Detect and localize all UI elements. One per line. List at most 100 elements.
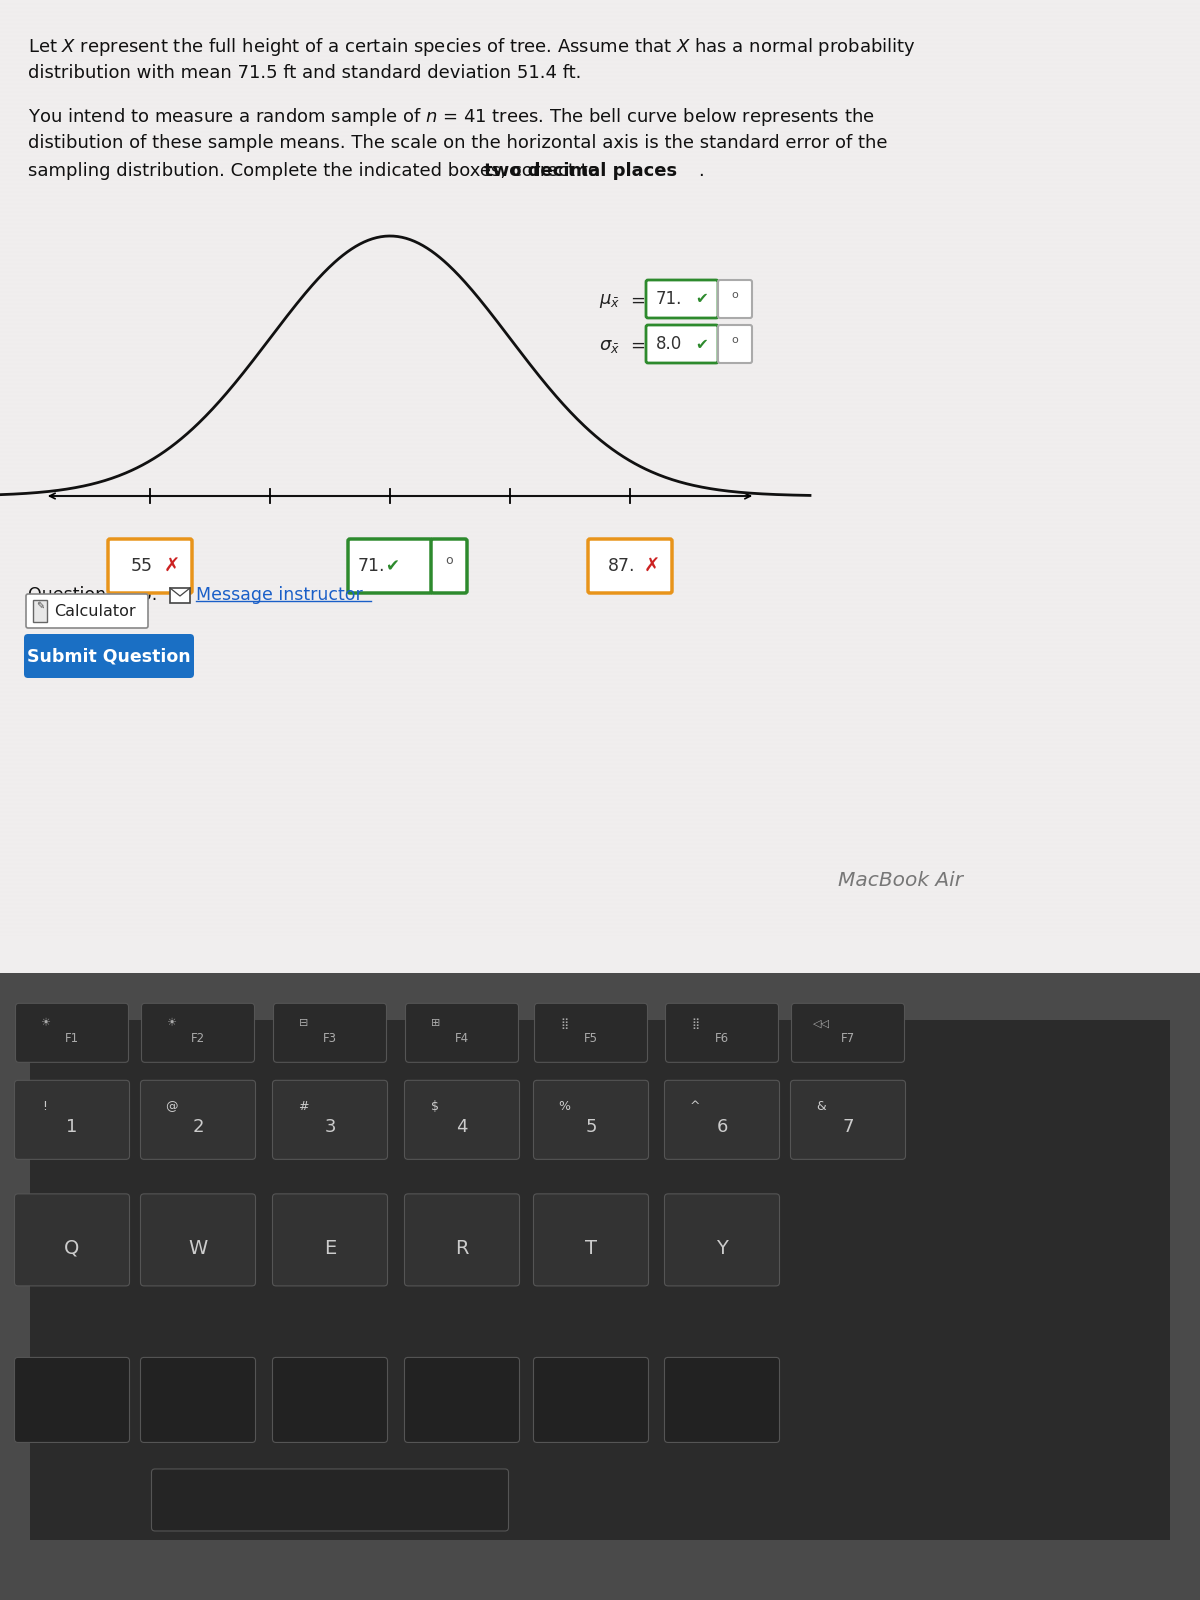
Text: E: E — [324, 1238, 336, 1258]
FancyBboxPatch shape — [646, 325, 718, 363]
Text: $\mu_{\bar{x}}$: $\mu_{\bar{x}}$ — [599, 291, 620, 310]
Text: distibution of these sample means. The scale on the horizontal axis is the stand: distibution of these sample means. The s… — [28, 134, 888, 152]
Text: R: R — [455, 1238, 469, 1258]
FancyBboxPatch shape — [431, 539, 467, 594]
FancyBboxPatch shape — [272, 1194, 388, 1286]
Text: sampling distribution. Complete the indicated boxes, correct to: sampling distribution. Complete the indi… — [28, 162, 605, 179]
Text: T: T — [586, 1238, 598, 1258]
Text: 7: 7 — [842, 1118, 853, 1136]
FancyBboxPatch shape — [170, 587, 190, 603]
Bar — [30, 1019, 1170, 1539]
Text: 5: 5 — [586, 1118, 596, 1136]
FancyBboxPatch shape — [272, 1357, 388, 1443]
Text: o: o — [445, 554, 452, 566]
FancyBboxPatch shape — [791, 1080, 906, 1160]
Text: $: $ — [431, 1101, 439, 1114]
Text: ◁◁: ◁◁ — [814, 1019, 830, 1029]
Text: =: = — [630, 338, 646, 355]
FancyBboxPatch shape — [24, 634, 194, 678]
Text: Let $X$ represent the full height of a certain species of tree. Assume that $X$ : Let $X$ represent the full height of a c… — [28, 35, 916, 58]
Text: MacBook Air: MacBook Air — [838, 872, 962, 891]
Text: o: o — [732, 334, 738, 346]
FancyBboxPatch shape — [140, 1080, 256, 1160]
FancyBboxPatch shape — [665, 1080, 780, 1160]
FancyBboxPatch shape — [718, 325, 752, 363]
Text: You intend to measure a random sample of $n$ = 41 trees. The bell curve below re: You intend to measure a random sample of… — [28, 106, 875, 128]
FancyBboxPatch shape — [142, 1003, 254, 1062]
Text: ☀: ☀ — [41, 1019, 50, 1029]
FancyBboxPatch shape — [665, 1194, 780, 1286]
FancyBboxPatch shape — [272, 1080, 388, 1160]
Text: ✔: ✔ — [385, 557, 398, 574]
Text: Y: Y — [716, 1238, 728, 1258]
Text: Q: Q — [65, 1238, 79, 1258]
Text: 71.: 71. — [656, 290, 683, 307]
Text: F1: F1 — [65, 1032, 79, 1045]
FancyBboxPatch shape — [404, 1357, 520, 1443]
Text: F2: F2 — [191, 1032, 205, 1045]
Text: 2: 2 — [192, 1118, 204, 1136]
FancyBboxPatch shape — [26, 594, 148, 627]
Text: F3: F3 — [323, 1032, 337, 1045]
Text: 6: 6 — [716, 1118, 727, 1136]
FancyBboxPatch shape — [404, 1080, 520, 1160]
FancyBboxPatch shape — [108, 539, 192, 594]
Text: ⣿: ⣿ — [691, 1018, 700, 1029]
Text: 1: 1 — [66, 1118, 78, 1136]
FancyBboxPatch shape — [534, 1080, 648, 1160]
Text: Submit Question: Submit Question — [28, 646, 191, 666]
Text: #: # — [298, 1101, 308, 1114]
FancyBboxPatch shape — [646, 280, 718, 318]
Text: 4: 4 — [456, 1118, 468, 1136]
FancyBboxPatch shape — [666, 1003, 779, 1062]
Text: o: o — [732, 290, 738, 301]
Text: ^: ^ — [690, 1101, 701, 1114]
FancyBboxPatch shape — [14, 1357, 130, 1443]
Text: F5: F5 — [584, 1032, 598, 1045]
FancyBboxPatch shape — [534, 1194, 648, 1286]
Text: 87.: 87. — [608, 557, 636, 574]
Text: ⣿: ⣿ — [560, 1018, 569, 1029]
Text: %: % — [558, 1101, 570, 1114]
FancyBboxPatch shape — [404, 1194, 520, 1286]
Text: =: = — [630, 291, 646, 310]
Text: F6: F6 — [715, 1032, 730, 1045]
Text: ✗: ✗ — [164, 557, 180, 576]
Text: .: . — [698, 162, 703, 179]
FancyBboxPatch shape — [792, 1003, 905, 1062]
FancyBboxPatch shape — [718, 280, 752, 318]
FancyBboxPatch shape — [14, 1194, 130, 1286]
FancyBboxPatch shape — [14, 1080, 130, 1160]
FancyBboxPatch shape — [665, 1357, 780, 1443]
Text: ⊞: ⊞ — [431, 1019, 440, 1029]
Text: 55: 55 — [131, 557, 154, 574]
Text: ✔: ✔ — [696, 291, 708, 307]
Text: F4: F4 — [455, 1032, 469, 1045]
FancyBboxPatch shape — [588, 539, 672, 594]
Text: Message instructor: Message instructor — [196, 586, 362, 603]
Text: ⊟: ⊟ — [299, 1019, 308, 1029]
FancyBboxPatch shape — [140, 1194, 256, 1286]
Text: $\sigma_{\bar{x}}$: $\sigma_{\bar{x}}$ — [599, 338, 620, 355]
Text: !: ! — [42, 1101, 48, 1114]
FancyBboxPatch shape — [534, 1357, 648, 1443]
FancyBboxPatch shape — [140, 1357, 256, 1443]
FancyBboxPatch shape — [16, 1003, 128, 1062]
Text: Question Help:: Question Help: — [28, 586, 157, 603]
Text: ✎: ✎ — [36, 602, 44, 611]
Text: 8.0: 8.0 — [656, 334, 683, 354]
FancyBboxPatch shape — [406, 1003, 518, 1062]
Text: ☀: ☀ — [167, 1019, 176, 1029]
Text: W: W — [188, 1238, 208, 1258]
Text: Calculator: Calculator — [54, 603, 136, 619]
Text: 71.: 71. — [358, 557, 385, 574]
Text: F7: F7 — [841, 1032, 856, 1045]
Text: ✔: ✔ — [696, 336, 708, 352]
FancyBboxPatch shape — [151, 1469, 509, 1531]
Text: &: & — [816, 1101, 826, 1114]
Text: ✗: ✗ — [644, 557, 660, 576]
FancyBboxPatch shape — [534, 1003, 648, 1062]
Text: distribution with mean 71.5 ft and standard deviation 51.4 ft.: distribution with mean 71.5 ft and stand… — [28, 64, 581, 82]
Text: 3: 3 — [324, 1118, 336, 1136]
Text: @: @ — [164, 1101, 178, 1114]
